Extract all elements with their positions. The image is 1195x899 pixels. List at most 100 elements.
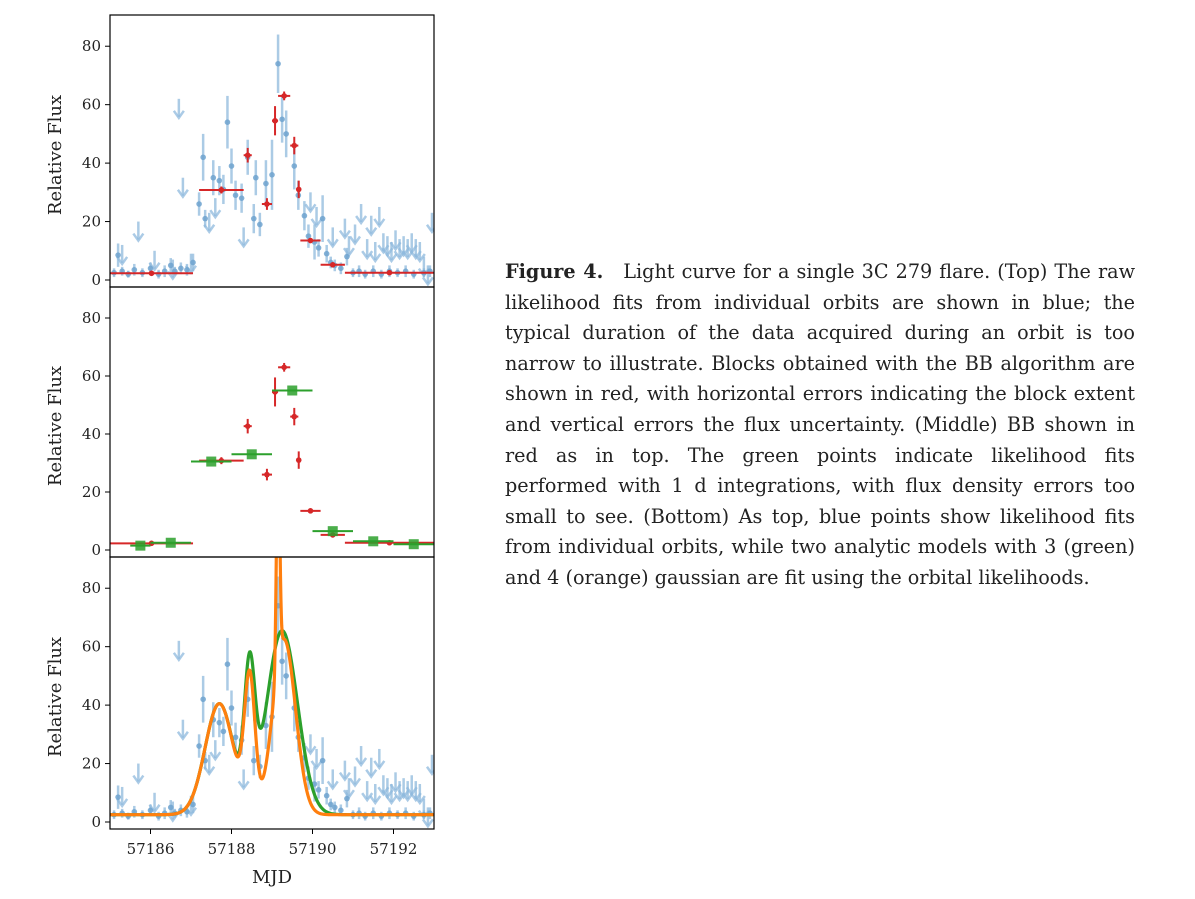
orbit-point xyxy=(319,215,326,222)
orbit-point xyxy=(331,804,338,811)
daily-fit-point xyxy=(206,456,217,467)
daily-fit-point xyxy=(135,540,146,551)
bb-block-point xyxy=(272,117,278,124)
y-tick-label: 20 xyxy=(82,755,101,773)
upper-limit-head xyxy=(176,730,189,741)
orbit-point xyxy=(184,266,190,273)
orbit-point xyxy=(291,163,298,169)
upper-limit-head xyxy=(310,760,323,771)
upper-limit-head xyxy=(338,229,351,240)
y-tick-label: 60 xyxy=(82,96,101,114)
bb-block-point xyxy=(148,270,155,277)
y-tick-label: 0 xyxy=(91,541,101,559)
x-tick-label: 57192 xyxy=(370,840,418,858)
y-tick-label: 40 xyxy=(82,154,101,172)
upper-limit-head xyxy=(385,795,398,806)
orbit-point xyxy=(115,252,121,258)
orbit-point xyxy=(344,253,350,260)
upper-limit-head xyxy=(172,110,185,120)
y-tick-label: 80 xyxy=(82,579,101,597)
daily-fit-point xyxy=(246,449,257,460)
orbit-point xyxy=(319,757,326,764)
orbit-point xyxy=(210,174,217,181)
upper-limit-head xyxy=(132,232,145,243)
panel-frame xyxy=(109,286,435,558)
y-axis-label: Relative Flux xyxy=(45,637,66,757)
orbit-point xyxy=(327,801,334,808)
y-tick-label: 0 xyxy=(91,271,101,289)
orbit-point xyxy=(216,719,223,726)
y-tick-label: 40 xyxy=(82,425,101,443)
y-tick-label: 60 xyxy=(82,638,101,656)
y-tick-label: 60 xyxy=(82,367,101,385)
upper-limit-head xyxy=(413,253,426,264)
orbit-point xyxy=(279,116,285,123)
orbit-point xyxy=(232,734,239,741)
orbit-point xyxy=(115,794,121,800)
orbit-point xyxy=(269,172,275,178)
orbit-point xyxy=(257,221,263,228)
model-4-gaussian-curve xyxy=(110,557,434,817)
orbit-point xyxy=(190,801,196,808)
orbit-point xyxy=(315,245,322,251)
bb-block-point xyxy=(307,237,314,244)
upper-limit-head xyxy=(326,238,339,249)
bb-block-point xyxy=(291,142,298,149)
orbit-point xyxy=(315,787,322,793)
orbit-point xyxy=(147,807,154,814)
x-axis-label: MJD xyxy=(252,867,292,888)
orbit-point xyxy=(167,804,174,811)
bb-block-point xyxy=(307,508,314,514)
orbit-point xyxy=(220,728,227,735)
y-tick-label: 80 xyxy=(82,37,101,55)
upper-limit-head xyxy=(176,188,189,199)
bb-block-point xyxy=(281,364,287,371)
figure-caption: Figure 4. Light curve for a single 3C 279… xyxy=(505,257,1135,594)
upper-limit-head xyxy=(338,771,351,782)
y-tick-label: 40 xyxy=(82,696,101,714)
upper-limit-head xyxy=(373,760,386,771)
bb-block-point xyxy=(218,187,225,193)
bb-block-point xyxy=(329,262,336,268)
orbit-point xyxy=(228,163,235,169)
orbit-point xyxy=(283,131,289,137)
bb-block-point xyxy=(264,471,270,478)
bb-block-point xyxy=(295,457,302,463)
bb-block-point xyxy=(291,413,298,420)
plot-area xyxy=(110,362,434,551)
upper-limit-head xyxy=(355,757,368,768)
upper-limit-head xyxy=(355,215,368,226)
orbit-point xyxy=(202,215,208,222)
upper-limit-head xyxy=(373,218,386,229)
bb-block-point xyxy=(386,269,393,276)
orbit-point xyxy=(147,265,154,272)
daily-fit-point xyxy=(368,536,379,547)
orbit-point xyxy=(131,266,138,273)
orbit-point xyxy=(228,705,235,711)
light-curve-figure: 0 20 40 60 80 Relative Flux 0 20 40 60 80 Relative… xyxy=(45,14,435,888)
orbit-point xyxy=(190,259,196,266)
top-panel: 0 20 40 60 80 Relative Flux xyxy=(45,14,435,289)
upper-limit-head xyxy=(425,766,434,776)
bb-block-point xyxy=(295,186,302,193)
orbit-point xyxy=(253,174,259,181)
upper-limit-head xyxy=(310,218,323,229)
daily-fit-point xyxy=(165,537,176,548)
daily-fit-point xyxy=(327,526,338,537)
upper-limit-head xyxy=(369,795,382,806)
upper-limit-head xyxy=(365,768,378,779)
panel-frame xyxy=(109,556,435,830)
upper-limit-head xyxy=(413,795,426,806)
x-tick-label: 57186 xyxy=(127,840,175,858)
orbit-point xyxy=(167,262,174,269)
orbit-point xyxy=(263,180,269,187)
upper-limit-head xyxy=(209,209,222,220)
plot-area xyxy=(110,34,434,287)
bottom-panel: 0 20 40 60 80 Relative Flux 57186 57188 57190 571… xyxy=(45,556,435,888)
daily-fit-point xyxy=(408,539,419,550)
orbit-point xyxy=(301,212,308,219)
upper-limit-head xyxy=(361,250,374,261)
orbit-point xyxy=(338,265,344,272)
orbit-point xyxy=(224,119,231,125)
orbit-point xyxy=(250,215,257,222)
